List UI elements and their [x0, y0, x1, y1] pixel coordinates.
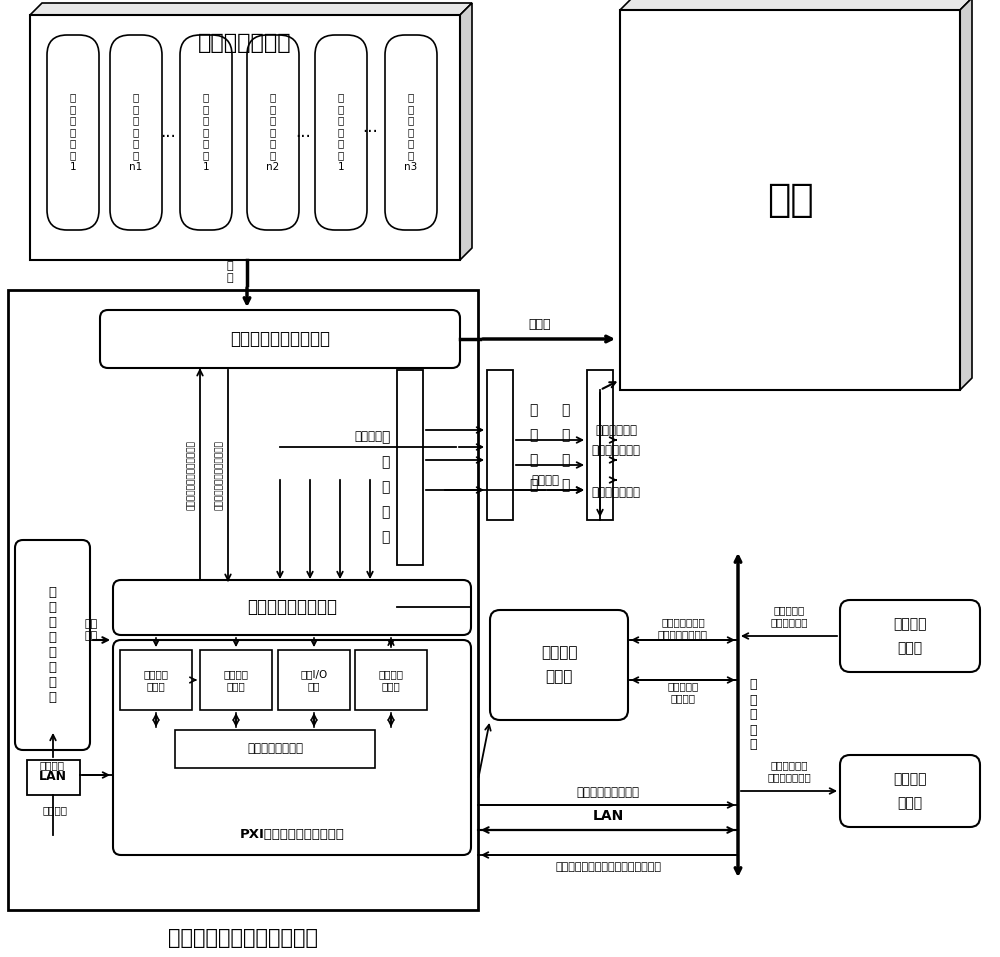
Text: 发
射
测
试
界: 发 射 测 试 界 [749, 679, 757, 751]
Text: 控制指令: 控制指令 [40, 760, 65, 770]
Text: 地: 地 [381, 455, 389, 469]
Text: 数字I/O
模块: 数字I/O 模块 [300, 669, 328, 691]
Text: 星上状态量采样: 星上状态量采样 [592, 443, 640, 456]
Bar [620, 10, 960, 390]
Polygon shape [620, 0, 972, 10]
Text: 涓
流
电
源
模
块
n3: 涓 流 电 源 模 块 n3 [404, 92, 418, 172]
FancyBboxPatch shape [100, 310, 460, 368]
Text: 服务器: 服务器 [545, 670, 573, 684]
Polygon shape [460, 3, 472, 260]
Text: 离: 离 [561, 428, 569, 442]
FancyBboxPatch shape [113, 640, 471, 855]
FancyBboxPatch shape [15, 540, 90, 750]
Text: LAN: LAN [39, 770, 67, 784]
Text: 插: 插 [529, 453, 537, 467]
Polygon shape [30, 3, 472, 15]
Text: 星上模拟量采样: 星上模拟量采样 [592, 485, 640, 499]
Text: 分离控制: 分离控制 [531, 474, 559, 486]
Text: 总控终端: 总控终端 [893, 617, 927, 631]
FancyBboxPatch shape [840, 600, 980, 672]
Text: PXI信号采集与控制工控机: PXI信号采集与控制工控机 [240, 829, 344, 841]
Text: 星: 星 [381, 430, 389, 444]
FancyBboxPatch shape [490, 610, 628, 720]
Bar [8, 290, 478, 910]
Text: 模块化信号调理机箱: 模块化信号调理机箱 [247, 598, 337, 616]
Text: 充
电
电
源
模
块
1: 充 电 电 源 模 块 1 [203, 92, 209, 172]
Text: 脱: 脱 [529, 403, 537, 417]
Text: 计算机: 计算机 [897, 641, 923, 655]
Text: 太阳电池模拟阵通路控制指令: 太阳电池模拟阵通路控制指令 [186, 440, 196, 510]
Text: 嵌入式控制器模块: 嵌入式控制器模块 [247, 743, 303, 755]
Text: 缆: 缆 [381, 530, 389, 544]
Bar [587, 370, 613, 520]
Text: 多路复用
器模块: 多路复用 器模块 [144, 669, 168, 691]
Text: 发射控制台
远控指令: 发射控制台 远控指令 [667, 681, 699, 702]
Text: 落: 落 [529, 428, 537, 442]
Text: 涓
流
电
源
模
块
1: 涓 流 电 源 模 块 1 [338, 92, 344, 172]
Text: 星上控制指令: 星上控制指令 [595, 424, 637, 436]
Bar [120, 650, 192, 710]
Bar [200, 650, 272, 710]
Text: 供充电: 供充电 [529, 319, 551, 331]
Text: 电: 电 [381, 505, 389, 519]
Text: 太阳电池模拟阵通路状态采样: 太阳电池模拟阵通路状态采样 [214, 440, 224, 510]
Text: 继电器开
关模块: 继电器开 关模块 [378, 669, 404, 691]
Bar [397, 370, 423, 565]
FancyBboxPatch shape [315, 35, 367, 230]
Text: 计算机: 计算机 [897, 796, 923, 810]
Text: 发射控制台远控指令: 发射控制台远控指令 [576, 787, 640, 799]
Text: 工作状态: 工作状态 [42, 805, 68, 815]
FancyBboxPatch shape [113, 580, 471, 635]
FancyBboxPatch shape [110, 35, 162, 230]
Text: 脱
落
分
离
电
源
模
块: 脱 落 分 离 电 源 模 块 [48, 586, 56, 704]
Bar [355, 650, 427, 710]
Text: 供
电
电
源
模
块
n1: 供 电 电 源 模 块 n1 [129, 92, 143, 172]
Text: 脱分
供电: 脱分 供电 [85, 619, 98, 641]
Text: 卫星: 卫星 [767, 181, 813, 219]
Bar [175, 730, 375, 768]
Text: 发射控制台采集数据、控制动作记录: 发射控制台采集数据、控制动作记录 [555, 862, 661, 872]
Text: 综合测试: 综合测试 [541, 646, 577, 660]
Text: 插: 插 [561, 453, 569, 467]
Bar [27, 760, 80, 795]
Text: 数字万用
表模块: 数字万用 表模块 [224, 669, 248, 691]
Text: 太阳电池模拟阵: 太阳电池模拟阵 [198, 33, 292, 53]
Text: 头: 头 [561, 478, 569, 492]
Text: 头: 头 [529, 478, 537, 492]
Text: 长: 长 [381, 480, 389, 494]
Text: 功
率: 功 率 [227, 261, 233, 283]
Text: 大中型卫星通用发射控制台: 大中型卫星通用发射控制台 [168, 928, 318, 948]
Text: ...: ... [160, 123, 176, 141]
Text: ...: ... [362, 118, 378, 136]
Polygon shape [960, 0, 972, 390]
Text: 大功率供电执行器机箱: 大功率供电执行器机箱 [230, 330, 330, 348]
Bar [487, 370, 513, 520]
Text: 供
电
电
源
模
块
1: 供 电 电 源 模 块 1 [70, 92, 76, 172]
Text: 监视终端: 监视终端 [893, 772, 927, 786]
Text: 分: 分 [561, 403, 569, 417]
Text: 发射控制台采集
数据控制动作记录: 发射控制台采集 数据控制动作记录 [658, 617, 708, 639]
Text: 脱落控制: 脱落控制 [354, 431, 382, 443]
Bar [30, 15, 460, 260]
Text: 充
电
电
源
模
块
n2: 充 电 电 源 模 块 n2 [266, 92, 280, 172]
Text: 系统采集数据
及控制动作记录: 系统采集数据 及控制动作记录 [767, 760, 811, 782]
Text: ...: ... [295, 123, 311, 141]
FancyBboxPatch shape [385, 35, 437, 230]
FancyBboxPatch shape [840, 755, 980, 827]
FancyBboxPatch shape [180, 35, 232, 230]
FancyBboxPatch shape [47, 35, 99, 230]
FancyBboxPatch shape [247, 35, 299, 230]
Text: 发射控制台
远程控制指令: 发射控制台 远程控制指令 [770, 605, 808, 627]
Bar [278, 650, 350, 710]
Text: LAN: LAN [592, 809, 624, 823]
